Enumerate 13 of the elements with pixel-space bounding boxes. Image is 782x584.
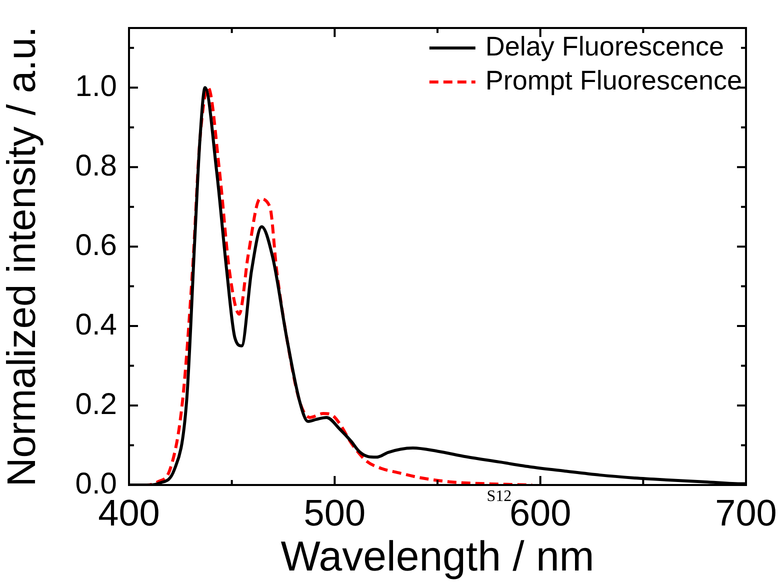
x-axis-title: Wavelength / nm [280,532,594,580]
y-tick-label: 0.2 [75,388,117,421]
y-tick-label: 0.6 [75,228,117,262]
y-tick-label: 0.4 [75,308,117,342]
y-tick-label: 1.0 [75,70,117,103]
y-tick-label: 0.8 [75,149,117,182]
legend-label: Prompt Fluorescence [485,65,742,96]
x-tick-label: 500 [304,492,366,534]
text: S12 [486,488,512,506]
y-axis-title: Normalized intensity / a.u. [0,26,44,487]
x-tick-label: 700 [715,492,777,534]
legend-label: Delay Fluorescence [485,31,724,62]
y-tick-label: 0.0 [75,467,117,500]
